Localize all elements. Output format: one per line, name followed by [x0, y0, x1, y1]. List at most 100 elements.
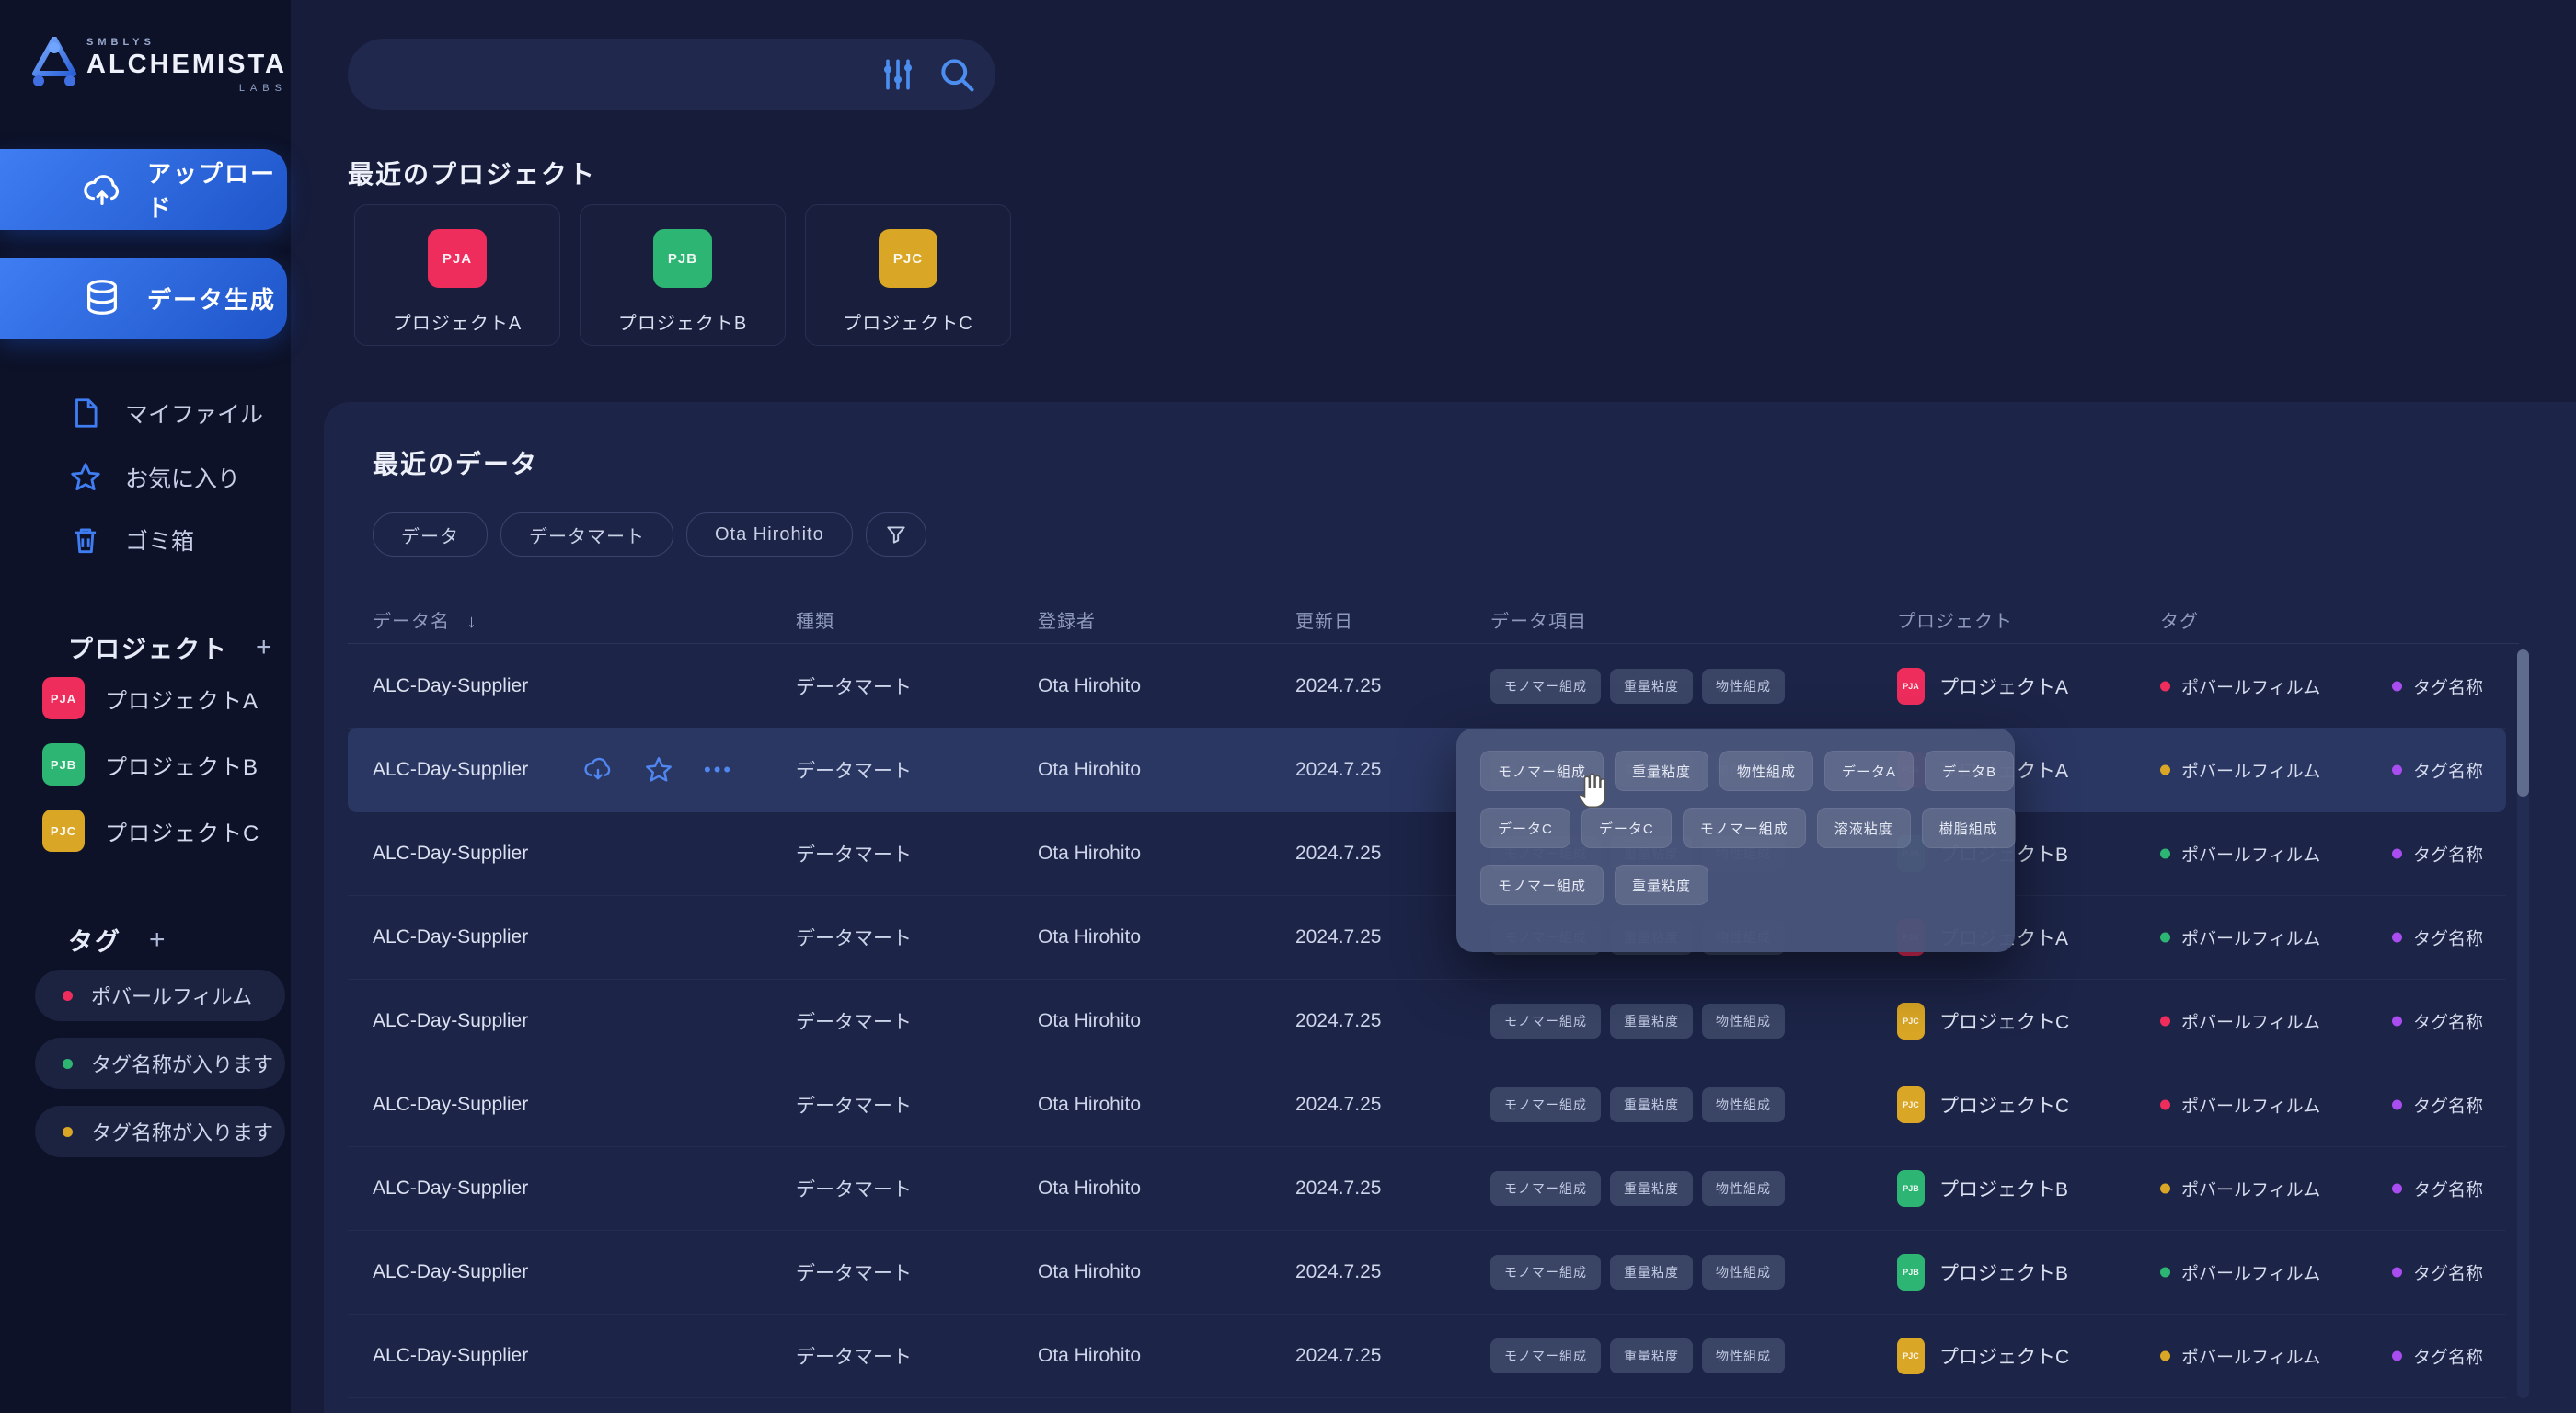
tag-label: タグ名称	[2413, 1180, 2484, 1200]
tag-label: タグ名称	[2413, 845, 2484, 865]
cell-updated: 2024.7.25	[1295, 758, 1382, 780]
cell-type: データマート	[796, 1095, 912, 1117]
data-item-chip: モノマー組成	[1490, 1170, 1601, 1206]
recent-project-card-PJA[interactable]: PJA プロジェクトA	[354, 204, 560, 346]
row-actions: •••	[582, 754, 733, 786]
table-row[interactable]: ALC-Day-Supplier データマート Ota Hirohito 202…	[348, 644, 2506, 729]
file-icon	[75, 398, 98, 428]
cell-tag-1: ポバールフィルム	[2160, 673, 2320, 698]
sidebar-project-PJB[interactable]: PJB プロジェクトB	[42, 741, 259, 788]
tag-color-dot	[2160, 1267, 2170, 1277]
table-row[interactable]: ALC-Day-Supplier データマート Ota Hirohito 202…	[348, 979, 2506, 1063]
cell-data-name: ALC-Day-Supplier	[373, 1177, 529, 1199]
upload-button[interactable]: アップロード	[0, 149, 287, 230]
tag-color-dot	[2392, 1183, 2402, 1193]
data-item-chip: モノマー組成	[1490, 668, 1601, 704]
table-row[interactable]: ALC-Day-Supplier データマート Ota Hirohito 202…	[348, 1063, 2506, 1147]
data-item-chip: 重量粘度	[1610, 1003, 1693, 1039]
cell-owner: Ota Hirohito	[1038, 842, 1142, 864]
tag-color-dot	[2392, 1099, 2402, 1109]
recent-data-panel: 最近のデータ データ データマート Ota Hirohito データ名 ↓ 種類…	[324, 402, 2576, 1413]
column-header-project[interactable]: プロジェクト	[1897, 612, 2013, 632]
add-project-button[interactable]: +	[256, 631, 274, 662]
table-row[interactable]: ALC-Day-Supplier データマート Ota Hirohito 202…	[348, 895, 2506, 980]
sidebar-project-PJA[interactable]: PJA プロジェクトA	[42, 674, 259, 722]
data-item-chip: モノマー組成	[1490, 1086, 1601, 1122]
table-row[interactable]: ALC-Day-Supplier ••• データマート Ota Hirohito…	[348, 728, 2506, 812]
filter-sliders-icon[interactable]	[878, 54, 918, 95]
cell-type: データマート	[796, 1011, 912, 1033]
tag-label: タグ名称が入ります	[91, 1053, 274, 1076]
search-icon[interactable]	[937, 54, 977, 95]
search-input[interactable]	[348, 39, 878, 110]
data-item-chip: 物性組成	[1702, 1003, 1785, 1039]
more-icon[interactable]: •••	[704, 757, 734, 781]
data-item-chip: 物性組成	[1702, 1254, 1785, 1290]
column-header-updated[interactable]: 更新日	[1295, 612, 1353, 632]
sidebar-item-trash[interactable]: ゴミ箱	[0, 517, 287, 563]
data-item-chip: モノマー組成	[1490, 1254, 1601, 1290]
table-row[interactable]: ALC-Day-Supplier データマート Ota Hirohito 202…	[348, 1146, 2506, 1231]
data-generation-button[interactable]: データ生成	[0, 258, 287, 339]
sort-desc-icon[interactable]: ↓	[466, 612, 477, 632]
tag-color-dot	[2160, 681, 2170, 691]
data-item-chip: モノマー組成	[1490, 1338, 1601, 1373]
cell-owner: Ota Hirohito	[1038, 1009, 1142, 1031]
tag-color-dot	[2392, 1267, 2402, 1277]
cell-data-name: ALC-Day-Supplier	[373, 1009, 529, 1031]
cell-tag-2: タグ名称	[2392, 1092, 2483, 1117]
sidebar-tag[interactable]: タグ名称が入ります	[35, 1106, 285, 1157]
data-item-chip: モノマー組成	[1682, 808, 1806, 848]
cell-project: PJC プロジェクトC	[1897, 1086, 2069, 1123]
database-icon	[86, 280, 118, 315]
sidebar-project-PJC[interactable]: PJC プロジェクトC	[42, 807, 259, 855]
project-badge: PJB	[1897, 1169, 1925, 1207]
recent-projects-title: 最近のプロジェクト	[348, 160, 597, 189]
sidebar-tag[interactable]: タグ名称が入ります	[35, 1038, 285, 1089]
cell-data-items: モノマー組成重量粘度物性組成	[1490, 1086, 1785, 1122]
project-badge: PJC	[1897, 1002, 1925, 1040]
sidebar-item-favorites[interactable]: お気に入り	[0, 454, 287, 500]
column-header-tag[interactable]: タグ	[2160, 612, 2199, 632]
filter-chip-owner[interactable]: Ota Hirohito	[686, 512, 853, 557]
table-row[interactable]: ALC-Day-Supplier データマート Ota Hirohito 202…	[348, 811, 2506, 896]
recent-project-card-PJB[interactable]: PJB プロジェクトB	[580, 204, 786, 346]
sidebar-item-my-files[interactable]: マイファイル	[0, 390, 287, 436]
cloud-download-icon[interactable]	[582, 754, 614, 786]
project-label: プロジェクトC	[1939, 1011, 2070, 1033]
tag-color-dot	[2392, 932, 2402, 942]
column-header-name[interactable]: データ名 ↓	[373, 612, 477, 632]
cell-updated: 2024.7.25	[1295, 1093, 1382, 1115]
column-header-items[interactable]: データ項目	[1490, 612, 1587, 632]
filter-chip-datamart[interactable]: データマート	[500, 512, 673, 557]
data-item-chip: 物性組成	[1719, 751, 1814, 791]
tag-label: ポバールフィルム	[2181, 1264, 2321, 1283]
table-scrollbar-track[interactable]	[2517, 649, 2529, 1398]
cell-tag-2: タグ名称	[2392, 1008, 2483, 1033]
filter-funnel-button[interactable]	[865, 512, 926, 557]
data-item-chip: データC	[1480, 808, 1570, 848]
sidebar-tag[interactable]: ポバールフィルム	[35, 970, 285, 1021]
star-icon[interactable]	[643, 754, 674, 786]
cell-project: PJB プロジェクトB	[1897, 1253, 2068, 1291]
tag-color-dot	[2392, 1016, 2402, 1026]
column-header-owner[interactable]: 登録者	[1038, 612, 1096, 632]
table-row[interactable]: ALC-Day-Supplier データマート Ota Hirohito 202…	[348, 1314, 2506, 1398]
cell-tag-1: ポバールフィルム	[2160, 1092, 2320, 1117]
add-tag-button[interactable]: +	[149, 924, 167, 955]
project-card-label: プロジェクトB	[617, 314, 748, 334]
cell-owner: Ota Hirohito	[1038, 1177, 1142, 1199]
table-scrollbar-thumb[interactable]	[2517, 649, 2529, 797]
cell-data-items: モノマー組成重量粘度物性組成	[1490, 668, 1785, 704]
filter-chip-data[interactable]: データ	[373, 512, 488, 557]
column-header-type[interactable]: 種類	[796, 612, 834, 632]
table-row[interactable]: ALC-Day-Supplier データマート Ota Hirohito 202…	[348, 1230, 2506, 1315]
project-badge: PJC	[1897, 1337, 1925, 1374]
cell-tag-1: ポバールフィルム	[2160, 1008, 2320, 1033]
project-badge: PJA	[42, 677, 85, 719]
tag-label: タグ名称	[2413, 1013, 2484, 1032]
data-item-chip: 樹脂組成	[1921, 808, 2016, 848]
recent-project-card-PJC[interactable]: PJC プロジェクトC	[805, 204, 1011, 346]
tag-label: ポバールフィルム	[2181, 1097, 2321, 1116]
cell-type: データマート	[796, 760, 912, 782]
